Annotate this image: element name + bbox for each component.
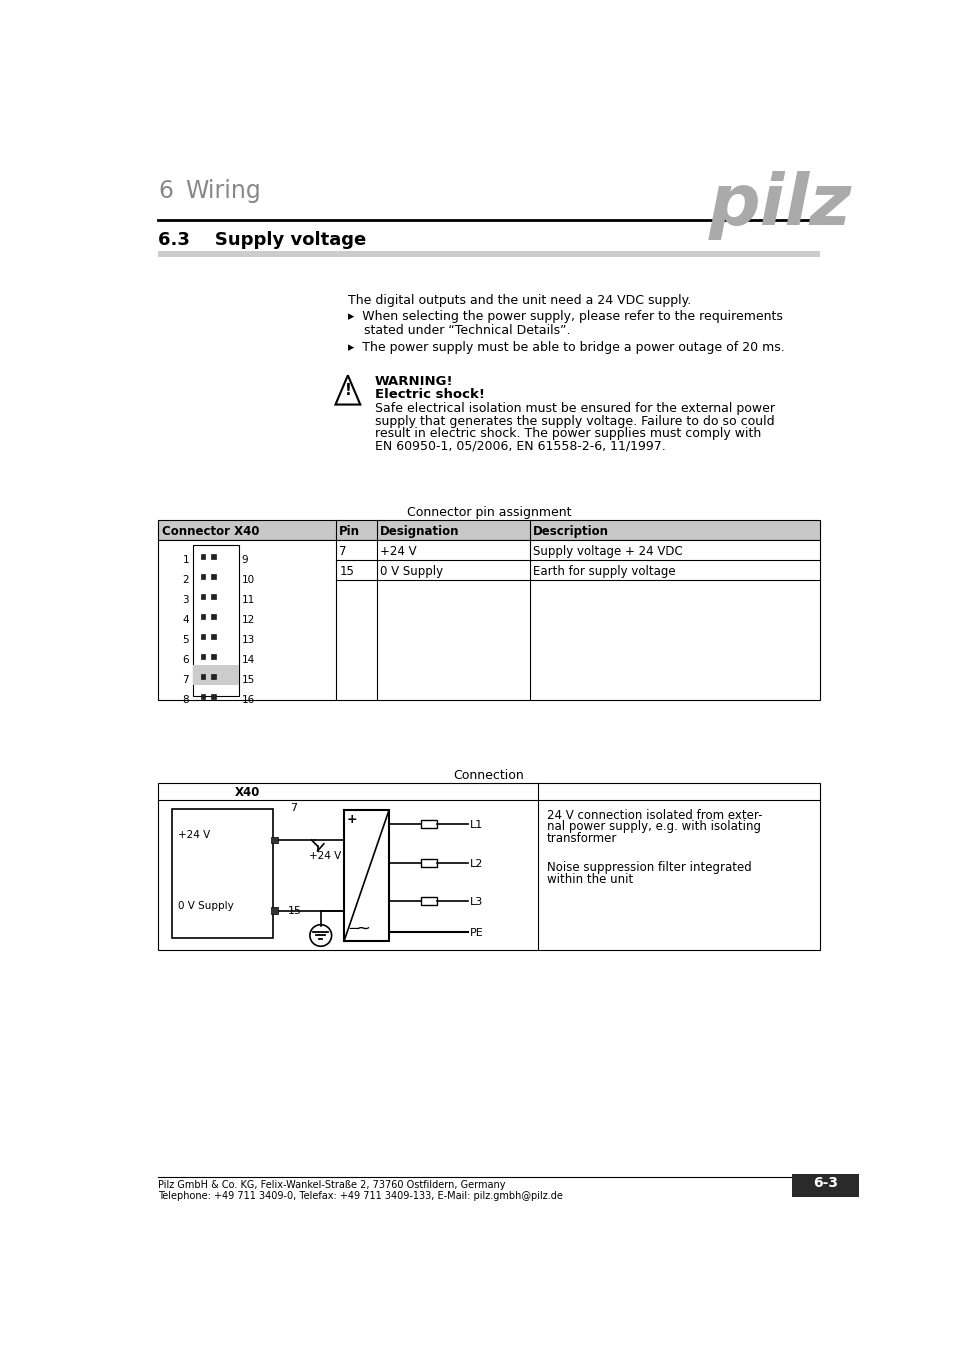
Text: Pin: Pin [339, 525, 360, 537]
Text: 7: 7 [290, 803, 296, 813]
Text: L3: L3 [470, 898, 483, 907]
Bar [212, 594, 216, 598]
Bar [212, 574, 216, 579]
Text: within the unit: within the unit [546, 872, 633, 886]
Bar [200, 674, 205, 679]
Text: ▸  When selecting the power supply, please refer to the requirements: ▸ When selecting the power supply, pleas… [348, 310, 781, 323]
Text: Safe electrical isolation must be ensured for the external power: Safe electrical isolation must be ensure… [375, 402, 774, 416]
Bar [200, 694, 205, 699]
Bar [200, 554, 205, 559]
Bar [271, 907, 278, 914]
Text: Electric shock!: Electric shock! [375, 387, 484, 401]
Text: 12: 12 [241, 614, 254, 625]
Text: 10: 10 [241, 575, 254, 585]
Text: Pilz GmbH & Co. KG, Felix-Wankel-Straße 2, 73760 Ostfildern, Germany: Pilz GmbH & Co. KG, Felix-Wankel-Straße … [158, 1180, 505, 1189]
Bar [200, 634, 205, 639]
Bar [158, 783, 819, 950]
Text: L1: L1 [470, 821, 483, 830]
Bar [200, 653, 205, 659]
Text: +24 V: +24 V [379, 544, 416, 558]
Bar [344, 810, 389, 941]
Text: X40: X40 [234, 786, 259, 799]
Text: 11: 11 [241, 595, 254, 605]
Text: EN 60950-1, 05/2006, EN 61558-2-6, 11/1997.: EN 60950-1, 05/2006, EN 61558-2-6, 11/19… [375, 439, 665, 452]
Text: 13: 13 [241, 634, 254, 645]
Text: 14: 14 [241, 655, 254, 664]
Text: 6.3    Supply voltage: 6.3 Supply voltage [158, 231, 366, 250]
Text: 9: 9 [241, 555, 248, 564]
Bar [421, 898, 436, 904]
Text: 7: 7 [182, 675, 189, 684]
Text: Designation: Designation [379, 525, 458, 537]
Text: 24 V connection isolated from exter-: 24 V connection isolated from exter- [546, 809, 761, 822]
Text: !: ! [344, 383, 351, 398]
Text: 1: 1 [182, 555, 189, 564]
Bar [200, 594, 205, 598]
Text: 0 V Supply: 0 V Supply [379, 564, 442, 578]
Text: 6-3: 6-3 [812, 1176, 837, 1191]
Text: Earth for supply voltage: Earth for supply voltage [533, 564, 675, 578]
Text: Noise suppression filter integrated: Noise suppression filter integrated [546, 861, 751, 875]
Text: supply that generates the supply voltage. Failure to do so could: supply that generates the supply voltage… [375, 414, 774, 428]
Text: 2: 2 [182, 575, 189, 585]
Bar [212, 554, 216, 559]
Text: 3: 3 [182, 595, 189, 605]
Bar [158, 520, 819, 540]
Bar [421, 859, 436, 867]
Text: Connector pin assignment: Connector pin assignment [406, 506, 571, 520]
Text: 5: 5 [182, 634, 189, 645]
Text: pilz: pilz [707, 171, 851, 240]
Text: 6: 6 [182, 655, 189, 664]
Text: 4: 4 [182, 614, 189, 625]
Text: nal power supply, e.g. with isolating: nal power supply, e.g. with isolating [546, 821, 760, 833]
Text: 15: 15 [241, 675, 254, 684]
Bar [212, 614, 216, 618]
Text: The digital outputs and the unit need a 24 VDC supply.: The digital outputs and the unit need a … [348, 294, 690, 308]
Bar [212, 694, 216, 699]
Text: Wiring: Wiring [185, 180, 260, 202]
Text: −: − [347, 921, 359, 936]
Bar [158, 251, 819, 256]
Text: Connection: Connection [453, 768, 524, 782]
Text: ~: ~ [355, 919, 370, 938]
Text: WARNING!: WARNING! [375, 375, 453, 389]
Bar [200, 614, 205, 618]
Bar [421, 821, 436, 828]
Text: PE: PE [470, 929, 483, 938]
Text: 7: 7 [339, 544, 347, 558]
Text: 15: 15 [288, 906, 302, 915]
Text: +24 V: +24 V [309, 850, 341, 861]
Text: 16: 16 [241, 695, 254, 705]
Bar [200, 574, 205, 579]
Bar [212, 634, 216, 639]
Bar [172, 809, 273, 938]
Text: ▸  The power supply must be able to bridge a power outage of 20 ms.: ▸ The power supply must be able to bridg… [348, 340, 783, 354]
Text: 6: 6 [158, 180, 172, 202]
Text: 8: 8 [182, 695, 189, 705]
Text: +24 V: +24 V [178, 830, 211, 840]
Bar [271, 837, 278, 844]
Text: 15: 15 [339, 564, 354, 578]
Text: stated under “Technical Details”.: stated under “Technical Details”. [348, 324, 570, 336]
Bar [212, 674, 216, 679]
Bar [193, 544, 239, 695]
Text: 0 V Supply: 0 V Supply [178, 902, 233, 911]
Bar [193, 664, 239, 684]
Bar [158, 540, 819, 701]
Text: L2: L2 [470, 859, 483, 869]
Text: Connector X40: Connector X40 [162, 525, 259, 537]
Text: Telephone: +49 711 3409-0, Telefax: +49 711 3409-133, E-Mail: pilz.gmbh@pilz.de: Telephone: +49 711 3409-0, Telefax: +49 … [158, 1191, 562, 1200]
Text: +: + [347, 814, 357, 826]
Text: Description: Description [533, 525, 608, 537]
Text: Supply voltage + 24 VDC: Supply voltage + 24 VDC [533, 544, 682, 558]
Text: result in electric shock. The power supplies must comply with: result in electric shock. The power supp… [375, 427, 760, 440]
Bar [791, 1173, 858, 1197]
Bar [212, 653, 216, 659]
Text: transformer: transformer [546, 832, 617, 845]
